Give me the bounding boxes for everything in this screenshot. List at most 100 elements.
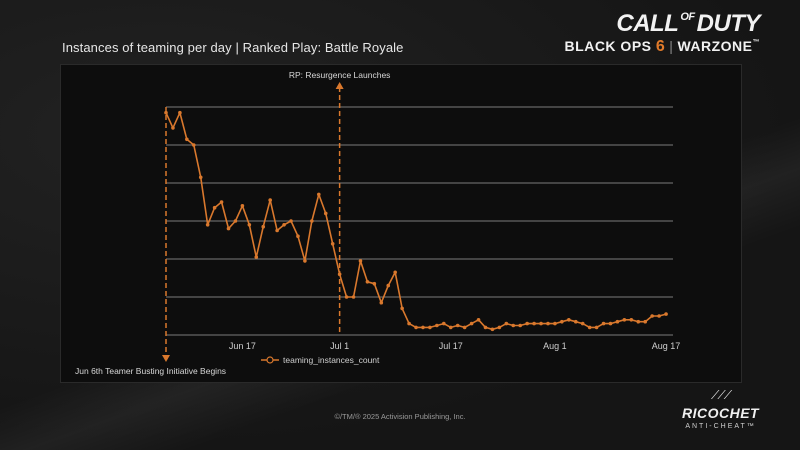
logo-text-warzone: WARZONE [677,38,753,54]
data-point [601,321,606,326]
data-point [316,192,321,197]
data-point [518,323,523,328]
data-point [303,259,307,263]
data-point [226,226,231,231]
line-chart: Jun 17 Jul 1 Jul 17 Aug 1 Aug 17 Jun 6th Team… [75,70,681,376]
legend-label: teaming_instances_count [283,355,380,365]
annotation-arrow-down-icon [162,355,170,362]
copyright-text: ©/TM/® 2025 Activision Publishing, Inc. [334,412,466,421]
data-point [504,321,509,326]
data-point [442,321,446,326]
x-tick-label: Jun 17 [229,341,256,351]
data-point [511,323,516,328]
data-point [351,295,356,299]
data-point [337,272,342,276]
data-point [580,321,585,326]
annotation-arrow-up-icon [335,82,344,89]
data-point [185,137,189,142]
data-point [344,295,349,299]
data-point [629,318,634,322]
chart-panel: Jun 17 Jul 1 Jul 17 Aug 1 Aug 17 Jun 6th Team… [60,64,742,383]
data-point [664,312,668,316]
data-point [198,175,203,180]
x-tick-label: Aug 17 [652,341,681,351]
data-point [469,321,474,326]
data-point [594,325,599,330]
data-point [448,325,453,330]
data-point [393,270,397,275]
data-point [282,223,286,227]
data-point [247,223,252,227]
data-point [525,321,529,326]
data-point [365,280,370,284]
data-point [587,325,592,330]
data-point [573,319,578,324]
data-point [567,318,571,322]
logo-text-six: 6 [655,38,666,55]
annotation-label-0: Jun 6th Teamer Busting Initiative Begins [75,366,226,376]
call-of-duty-logo: CALL OFDUTY BLACK OPS 6 | WARZONE™ [564,10,761,55]
data-point [421,325,425,330]
data-point [407,321,411,326]
data-point [622,318,627,322]
data-point [191,143,196,147]
logo-divider: | [669,38,674,54]
ricochet-logo: ⟋⟋⟋ RICOCHET ANTI-CHEAT™ [682,388,759,430]
data-point [296,234,300,238]
data-point [372,281,377,286]
logo-tm: ™ [752,39,760,46]
x-tick-label: Jul 17 [439,341,463,351]
data-point [650,314,654,318]
logo-text-of: OF [680,11,695,23]
chart-title: Instances of teaming per day | Ranked Pl… [62,40,404,55]
data-point [539,321,543,326]
data-point [608,321,613,326]
data-point [254,255,259,259]
data-point [497,325,502,330]
data-point [643,319,648,324]
ricochet-mark-icon: ⟋⟋⟋ [710,388,732,402]
data-point [414,325,418,330]
ricochet-subtitle: ANTI-CHEAT™ [685,423,756,430]
data-point [386,283,391,288]
data-point [455,323,460,328]
data-point [171,126,175,130]
ricochet-name: RICOCHET [682,405,760,421]
data-point [178,110,182,115]
data-point [268,198,272,202]
data-point [310,219,314,223]
data-point [532,321,536,326]
data-point [400,306,404,311]
data-point [289,219,293,223]
data-point [275,228,279,233]
data-point [615,319,620,324]
data-point [164,110,168,115]
data-point [435,323,439,328]
logo-text-call: CALL [616,10,679,37]
logo-text-black-ops: BLACK OPS [564,38,652,54]
data-point [560,319,564,324]
data-point [553,321,557,326]
data-point [657,314,661,318]
x-tick-label: Aug 1 [543,341,567,351]
data-point [428,325,432,330]
data-point [358,259,363,263]
data-point [462,325,467,330]
logo-text-duty: DUTY [696,10,761,37]
data-point [240,204,245,208]
data-point [323,211,328,216]
data-point [483,325,488,330]
data-point [205,223,210,227]
data-point [490,327,495,332]
data-point [212,205,217,210]
x-tick-label: Jul 1 [330,341,349,351]
data-point [546,321,550,326]
data-point [233,219,238,223]
data-point [476,318,481,322]
data-point [636,319,641,324]
annotation-label-1: RP: Resurgence Launches [289,70,391,80]
data-point [261,224,266,229]
data-point [330,242,335,246]
legend-marker-icon [266,356,274,364]
data-point [379,300,384,305]
